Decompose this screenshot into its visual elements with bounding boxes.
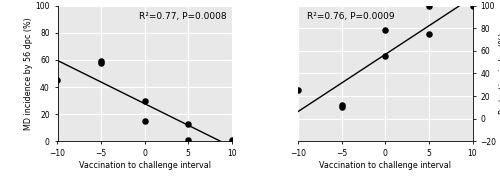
Y-axis label: Protective index (%): Protective index (%) — [499, 33, 500, 114]
Point — [338, 104, 345, 107]
Point — [468, 4, 476, 7]
Point — [184, 122, 192, 125]
Point — [425, 4, 433, 7]
Point — [140, 99, 148, 102]
Text: R²=0.76, P=0.0009: R²=0.76, P=0.0009 — [307, 12, 394, 21]
Point — [338, 106, 345, 109]
Point — [382, 55, 390, 58]
Point — [294, 89, 302, 92]
Y-axis label: MD incidence by 56 dpc (%): MD incidence by 56 dpc (%) — [24, 17, 32, 130]
Point — [97, 61, 105, 64]
Point — [228, 139, 236, 142]
Point — [140, 120, 148, 123]
Point — [184, 139, 192, 142]
Point — [97, 60, 105, 63]
X-axis label: Vaccination to challenge interval: Vaccination to challenge interval — [320, 161, 452, 170]
Point — [382, 29, 390, 32]
Point — [425, 32, 433, 35]
Text: R²=0.77, P=0.0008: R²=0.77, P=0.0008 — [139, 12, 226, 21]
X-axis label: Vaccination to challenge interval: Vaccination to challenge interval — [78, 161, 210, 170]
Point — [54, 79, 62, 82]
